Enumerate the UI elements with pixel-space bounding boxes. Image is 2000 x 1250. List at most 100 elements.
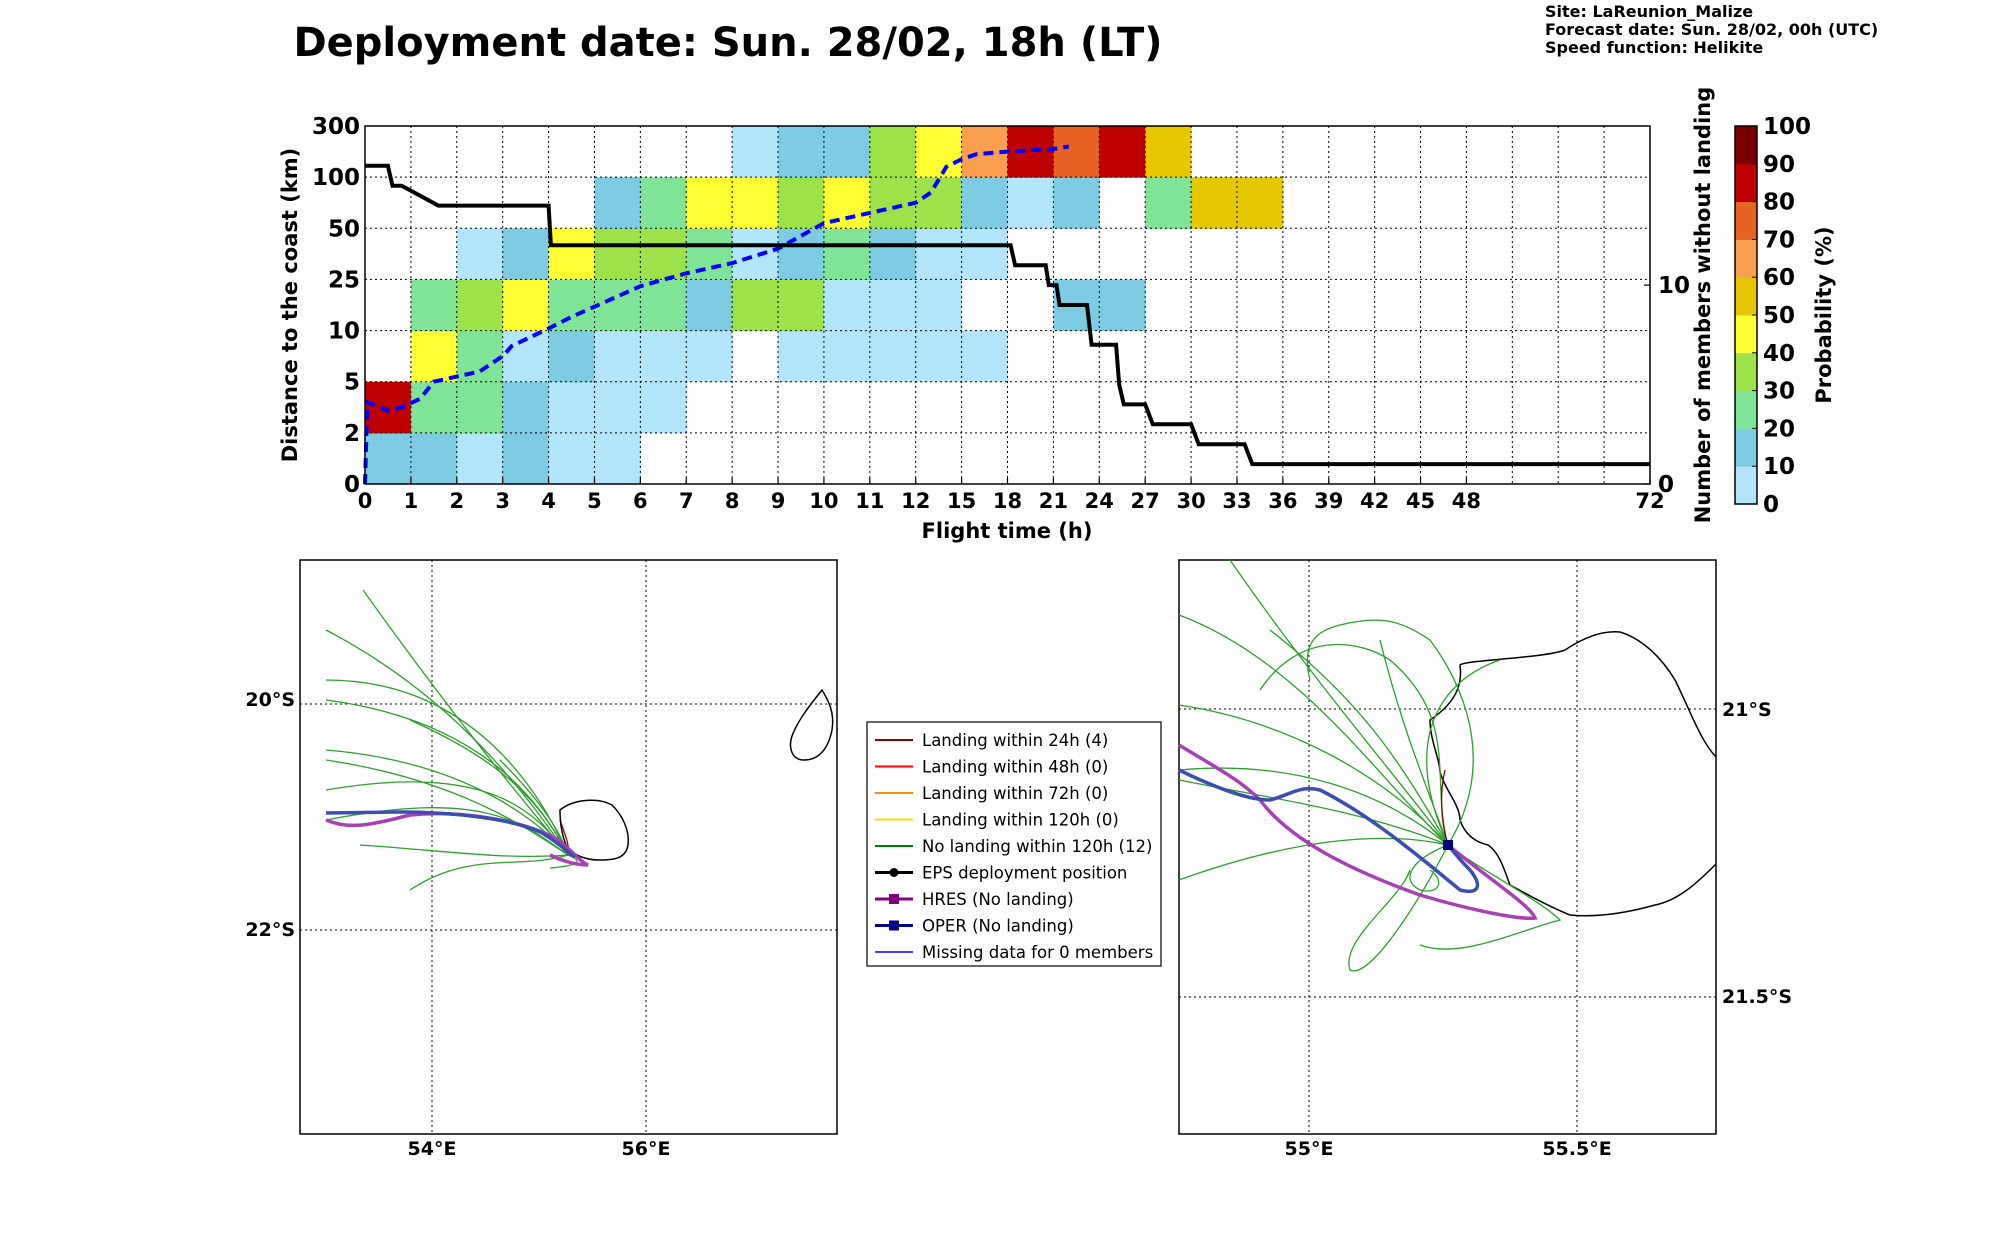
regional-map-oper-track: [325, 810, 577, 859]
heatmap-cell: [548, 381, 595, 434]
x-tick-label: 12: [901, 489, 930, 513]
regional-map-x-tick-2: 56°E: [622, 1138, 671, 1160]
heatmap-cell: [778, 330, 825, 383]
local-map-x-tick-1: 55°E: [1285, 1138, 1334, 1160]
x-tick-label: 11: [855, 489, 884, 513]
heatmap-cell: [548, 330, 595, 383]
legend-items: Landing within 24h (4) Landing within 48h…: [875, 731, 1153, 962]
x-tick-label: 15: [947, 489, 976, 513]
legend-frame: [866, 721, 1162, 967]
y2-axis-label: Number of members without landing: [1691, 87, 1715, 524]
heatmap-cell: [456, 381, 504, 434]
heatmap-cell: [915, 330, 963, 383]
legend-label: OPER (No landing): [922, 917, 1074, 936]
colorbar-tick-label: 100: [1763, 114, 1811, 140]
heatmap-cell: [640, 228, 687, 280]
heatmap-cell: [1053, 126, 1100, 178]
local-map-hres-track: [1178, 743, 1538, 921]
colorbar-tick-label: 20: [1763, 416, 1795, 442]
members-without-landing-line: [365, 163, 1650, 467]
x-tick-label: 7: [679, 489, 694, 513]
heatmap-cell: [823, 330, 871, 383]
regional-map-y-tick-1: 20°S: [245, 689, 295, 711]
colorbar-tick-label: 90: [1763, 152, 1795, 178]
y-tick-label: 0: [344, 472, 360, 498]
heatmap-cell: [778, 126, 825, 178]
forecast-label: Forecast date: Sun. 28/02, 00h (UTC): [1545, 20, 1878, 39]
local-map-gridlines: [1179, 560, 1716, 1134]
heatmap-cell: [1099, 279, 1146, 332]
y-tick-label: 5: [344, 370, 360, 396]
colorbar-tick-label: 10: [1763, 454, 1795, 480]
heatmap-cell: [365, 432, 412, 485]
x-tick-label: 5: [587, 489, 602, 513]
colorbar-cells: [1735, 126, 1757, 505]
x-tick-label: 6: [633, 489, 648, 513]
heatmap-cell: [502, 381, 550, 434]
heatmap-cell: [594, 432, 641, 485]
heatmap-cell: [594, 330, 641, 383]
colorbar-cell: [1735, 315, 1757, 354]
heatmap-cell: [1145, 177, 1192, 229]
site-label: Site: LaReunion_Malize: [1545, 2, 1753, 21]
y-tick-label: 10: [328, 319, 360, 345]
regional-map-gridlines: [300, 560, 837, 1134]
heatmap-cell: [410, 432, 458, 485]
heatmap-cells: [365, 126, 1284, 485]
heatmap-cell: [594, 177, 641, 229]
colorbar-cell: [1735, 201, 1757, 240]
heatmap-cell: [456, 432, 504, 485]
colorbar-label: Probability (%): [1812, 226, 1836, 403]
heatmap-cell: [869, 126, 917, 178]
y-tick-label: 300: [312, 114, 360, 140]
local-map-deployment-marker: [1443, 840, 1453, 850]
heatmap-cell: [686, 330, 733, 383]
heatmap-cell: [869, 228, 917, 280]
regional-trajectory-map: 54°E 56°E 20°S 22°S: [245, 559, 838, 1160]
y2-axis-ticks: 0 10: [1644, 273, 1690, 498]
speed-label: Speed function: Helikite: [1545, 38, 1763, 57]
heatmap-cell: [502, 228, 550, 280]
heatmap-cell: [823, 279, 871, 332]
x-tick-label: 0: [358, 489, 373, 513]
x-tick-label: 21: [1039, 489, 1068, 513]
heatmap-cell: [732, 228, 779, 280]
colorbar-tick-label: 70: [1763, 227, 1795, 253]
heatmap-cell: [732, 279, 779, 332]
page-title: Deployment date: Sun. 28/02, 18h (LT): [293, 20, 1162, 66]
x-tick-label: 10: [809, 489, 838, 513]
colorbar-cell: [1735, 239, 1757, 278]
local-trajectory-map: 55°E 55.5°E 21°S 21.5°S: [1178, 559, 1792, 1160]
local-map-y-tick-2: 21.5°S: [1722, 986, 1792, 1008]
colorbar-cell: [1735, 126, 1757, 165]
legend-label: Landing within 72h (0): [922, 784, 1108, 803]
x-tick-label: 45: [1406, 489, 1435, 513]
heatmap-cell: [1099, 126, 1146, 178]
colorbar-tick-label: 60: [1763, 265, 1795, 291]
x-tick-label: 2: [449, 489, 464, 513]
x-tick-label: 36: [1268, 489, 1297, 513]
heatmap-cell: [456, 228, 504, 280]
heatmap-cell: [961, 177, 1008, 229]
y-tick-label: 2: [344, 421, 360, 447]
x-axis-label: Flight time (h): [922, 519, 1093, 543]
legend-label: HRES (No landing): [922, 890, 1074, 909]
legend-label: Landing within 120h (0): [922, 811, 1119, 830]
heatmap-cell: [686, 228, 733, 280]
heatmap-cell: [915, 126, 963, 178]
heatmap-cell: [640, 330, 687, 383]
legend-label: EPS deployment position: [922, 864, 1127, 883]
x-tick-label: 8: [725, 489, 740, 513]
local-map-y-tick-1: 21°S: [1722, 699, 1772, 721]
x-tick-label: 72: [1635, 489, 1664, 513]
heatmap-cell: [961, 228, 1008, 280]
colorbar-cell: [1735, 466, 1757, 505]
colorbar-cell: [1735, 352, 1757, 392]
regional-map-y-tick-2: 22°S: [245, 919, 295, 941]
colorbar-cell: [1735, 428, 1757, 467]
x-tick-label: 18: [993, 489, 1022, 513]
x-tick-label: 48: [1452, 489, 1481, 513]
colorbar-cell: [1735, 277, 1757, 316]
heatmap-cell: [869, 330, 917, 383]
